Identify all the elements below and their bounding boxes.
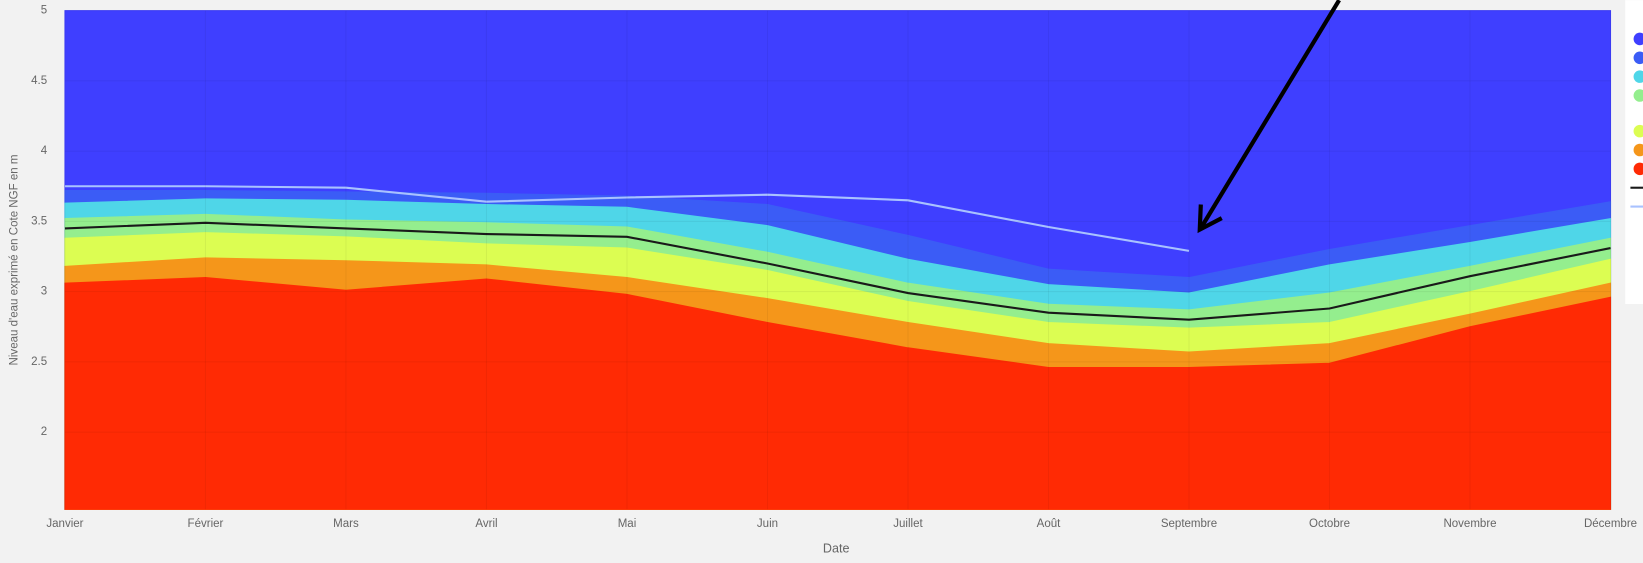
y-tick-label: 2.5 [31, 356, 47, 368]
legend-marker [1633, 70, 1643, 83]
x-tick-label: Juillet [893, 518, 923, 530]
line [64, 185, 1190, 252]
x-tick-label: Août [1037, 518, 1061, 530]
x-tick-label: Janvier [46, 518, 83, 530]
x-axis-label: Date [823, 542, 850, 556]
legend-marker [1633, 143, 1643, 157]
y-tick-label: 3 [41, 286, 47, 298]
y-tick-label: 5 [41, 5, 47, 17]
line [64, 221, 1611, 321]
y-tick-label: 4 [41, 145, 48, 157]
x-tick-label: Février [188, 518, 224, 530]
x-tick-label: Novembre [1443, 518, 1496, 530]
legend-marker [1633, 51, 1643, 65]
legend-marker [1633, 32, 1643, 46]
x-tick-label: Octobre [1309, 518, 1350, 530]
x-tick-label: Décembre [1584, 518, 1637, 530]
plot-area [64, 10, 1612, 510]
area [64, 277, 1612, 510]
legend-marker [1633, 162, 1643, 176]
x-tick-label: Mai [618, 518, 637, 530]
y-tick-label: 4.5 [31, 75, 47, 87]
x-tick-label: Avril [475, 518, 497, 530]
x-tick-label: Septembre [1161, 518, 1217, 530]
arrow-shaft [1200, 0, 1341, 228]
y-tick-label: 3.5 [31, 215, 47, 227]
legend [1625, 0, 1643, 305]
annotation-arrow [1197, 0, 1341, 234]
y-axis-label: Niveau d'eau exprimé en Cote NGF en m [9, 155, 21, 366]
arrow-head [1197, 204, 1223, 234]
y-tick-label: 2 [41, 426, 47, 438]
legend-marker [1633, 89, 1643, 102]
x-tick-label: Mars [333, 518, 359, 530]
legend-marker [1633, 124, 1643, 138]
x-tick-label: Juin [757, 518, 778, 530]
